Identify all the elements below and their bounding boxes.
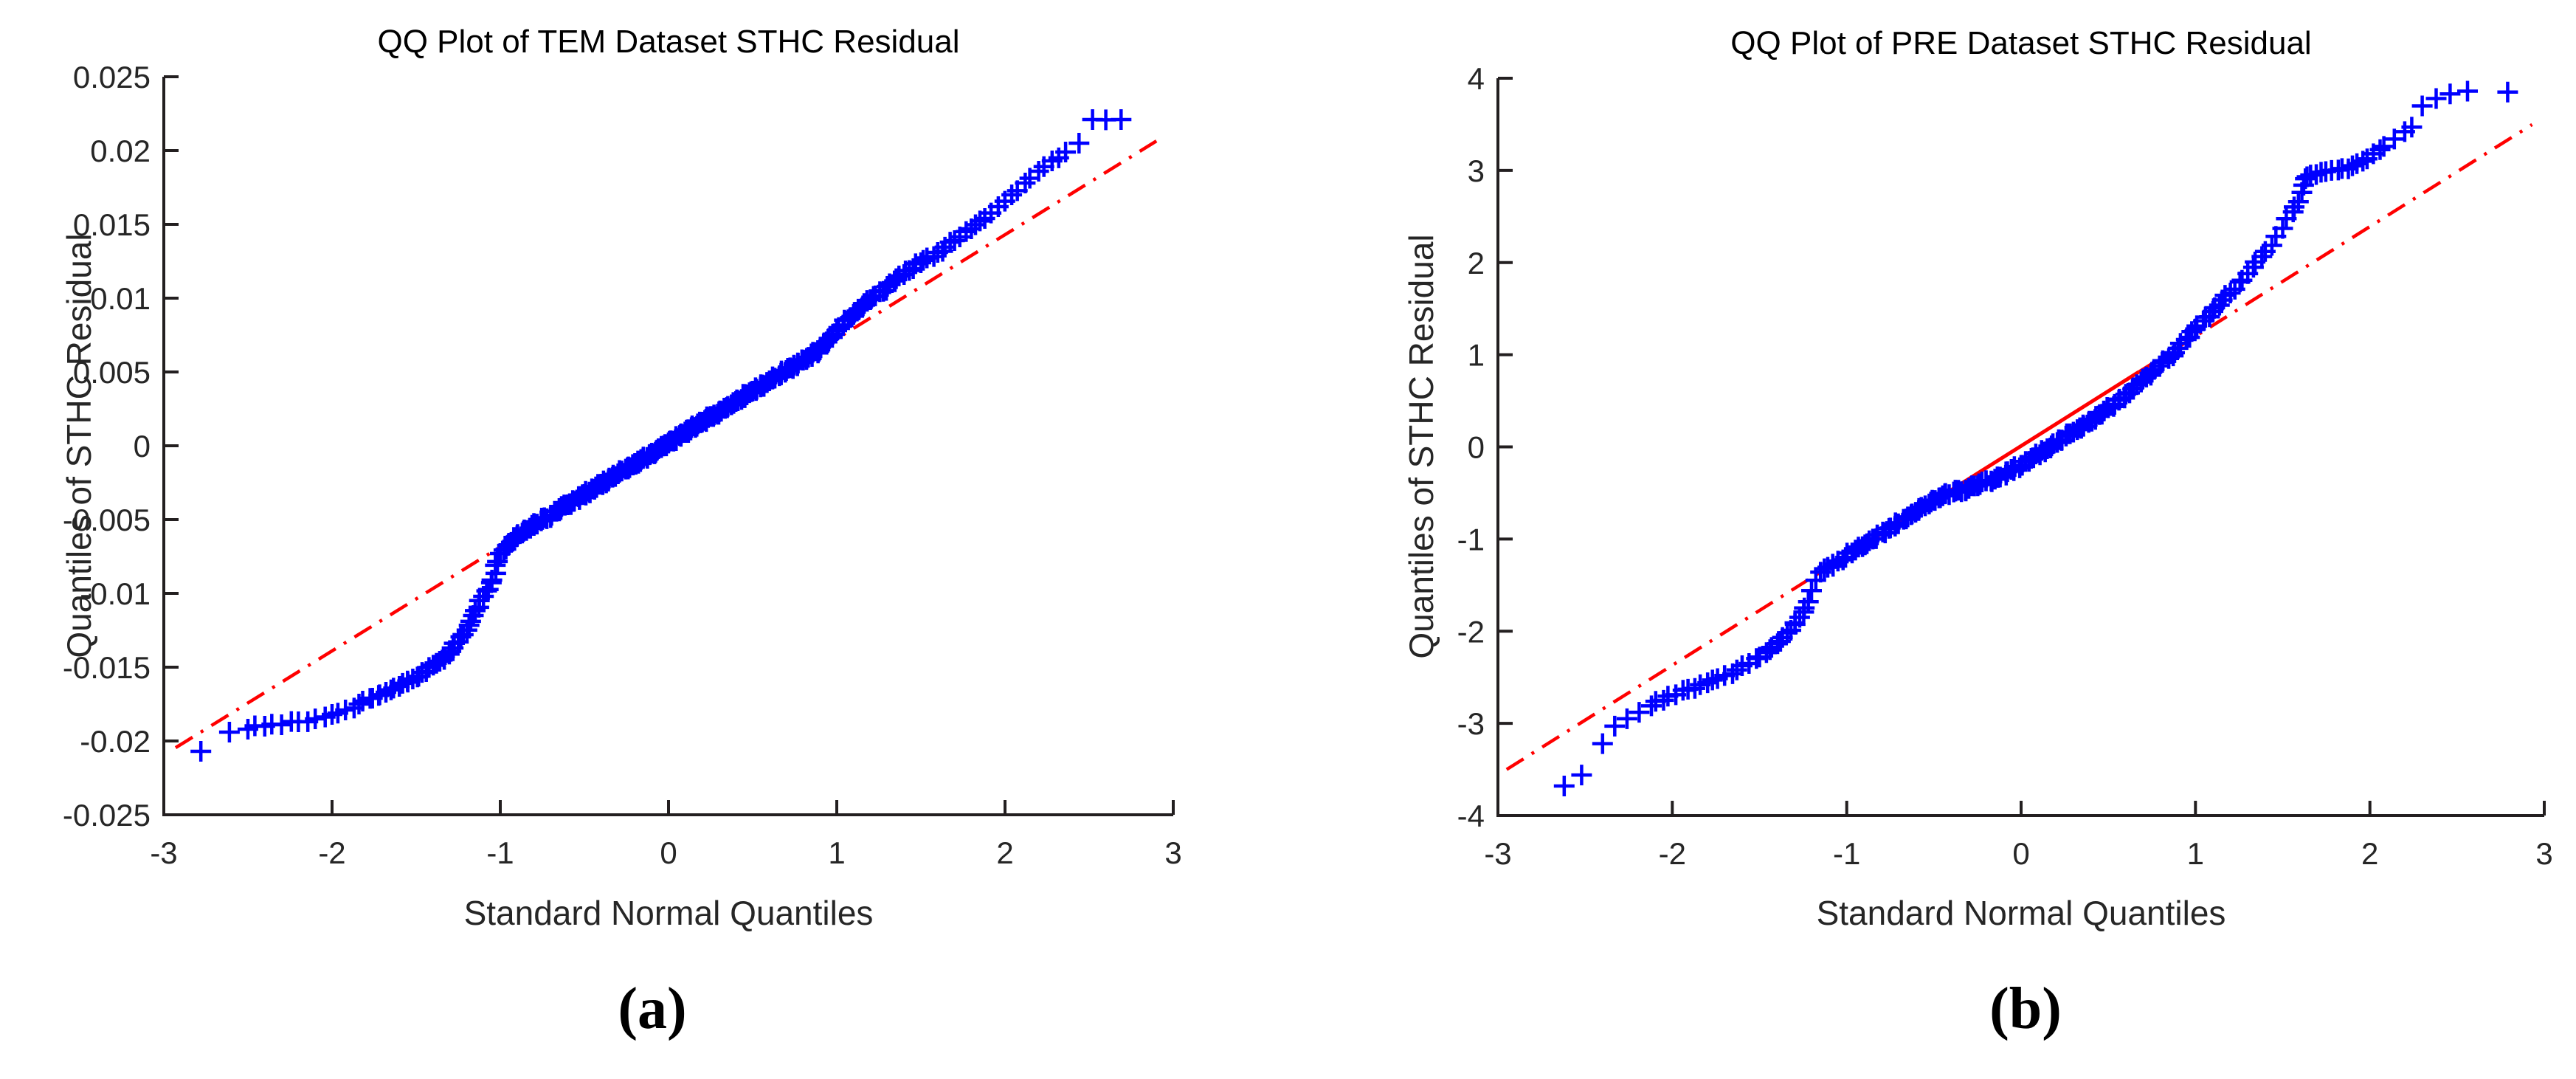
y-tick-label: -2 [1457, 614, 1485, 649]
plot-b-caption: (b) [1989, 976, 2062, 1041]
x-tick-label: 3 [2535, 836, 2552, 871]
qq-point-markers [1553, 80, 2518, 796]
qq-point-markers [190, 109, 1132, 762]
x-tick-label: -3 [1484, 836, 1511, 871]
x-tick-label: 2 [996, 835, 1013, 870]
x-tick-label: 0 [2012, 836, 2029, 871]
y-tick-label: 0 [1468, 430, 1485, 465]
plot-a-xlabel: Standard Normal Quantiles [463, 894, 874, 932]
y-tick-label: 1 [1468, 338, 1485, 373]
tick-marks [1496, 77, 2546, 817]
plot-b-ylabel: Quantiles of STHC Residual [1402, 234, 1440, 659]
y-tick-label: -0.005 [63, 503, 151, 537]
y-tick-label: -0.025 [63, 798, 151, 832]
y-tick-label: -4 [1457, 799, 1485, 833]
plot-b-title: QQ Plot of PRE Dataset STHC Residual [1730, 25, 2312, 61]
x-tick-label: 1 [2187, 836, 2204, 871]
x-tick-label: 3 [1164, 835, 1181, 870]
plot-b-xlabel: Standard Normal Quantiles [1816, 894, 2226, 932]
y-tick-label: 0.02 [90, 134, 151, 168]
x-tick-label: 0 [660, 835, 677, 870]
y-tick-label: 0 [134, 429, 151, 463]
x-tick-label: -1 [1833, 836, 1860, 871]
x-tick-label: 2 [2361, 836, 2378, 871]
x-tick-label: -2 [318, 835, 345, 870]
x-tick-label: -1 [486, 835, 514, 870]
plot-a-caption: (a) [618, 976, 687, 1041]
qq-panel-a: -3 -2 -1 0 1 2 3 -0.025 -0.02 -0.015 -0.01 -0.005 0 0… [63, 60, 1182, 870]
y-tick-label: 0.01 [90, 281, 151, 316]
y-tick-label: 4 [1468, 61, 1485, 96]
tick-marks [162, 75, 1175, 816]
y-tick-label: 3 [1468, 154, 1485, 188]
y-tick-label: 0.025 [73, 60, 151, 94]
y-tick-label: -0.015 [63, 650, 151, 685]
y-tick-label: -0.02 [80, 724, 151, 759]
y-tick-label: -1 [1457, 522, 1485, 556]
x-tick-label: -2 [1659, 836, 1686, 871]
plot-a-title: QQ Plot of TEM Dataset STHC Residual [377, 24, 960, 60]
y-tick-label: -3 [1457, 706, 1485, 741]
x-tick-label: -3 [150, 835, 177, 870]
x-tick-label: 1 [828, 835, 845, 870]
y-tick-label: 0.005 [73, 355, 151, 390]
y-tick-label: 0.015 [73, 207, 151, 242]
y-tick-label: 2 [1468, 246, 1485, 280]
y-tick-label: -0.01 [80, 576, 151, 611]
plot-a-ylabel: Quantiles of STHC Residual [60, 233, 98, 658]
